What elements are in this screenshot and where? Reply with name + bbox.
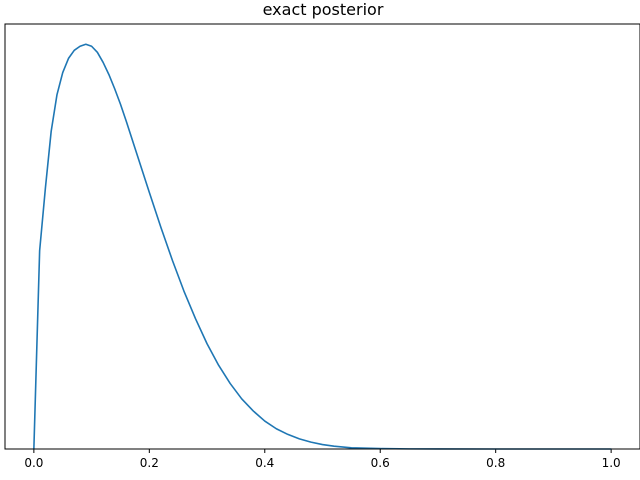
x-axis-ticks: 0.0 0.2 0.4 0.6 0.8 1.0: [24, 449, 621, 470]
series-lines: [33, 43, 612, 450]
x-tick-label: 1.0: [602, 456, 621, 470]
series-line: [33, 43, 612, 450]
x-tick-label: 0.6: [371, 456, 390, 470]
x-tick-label: 0.0: [24, 456, 43, 470]
chart-title: exact posterior: [263, 0, 384, 19]
x-tick-label: 0.2: [140, 456, 159, 470]
x-tick-label: 0.8: [486, 456, 505, 470]
plot-frame: [4, 23, 640, 450]
x-tick-label: 0.4: [255, 456, 274, 470]
